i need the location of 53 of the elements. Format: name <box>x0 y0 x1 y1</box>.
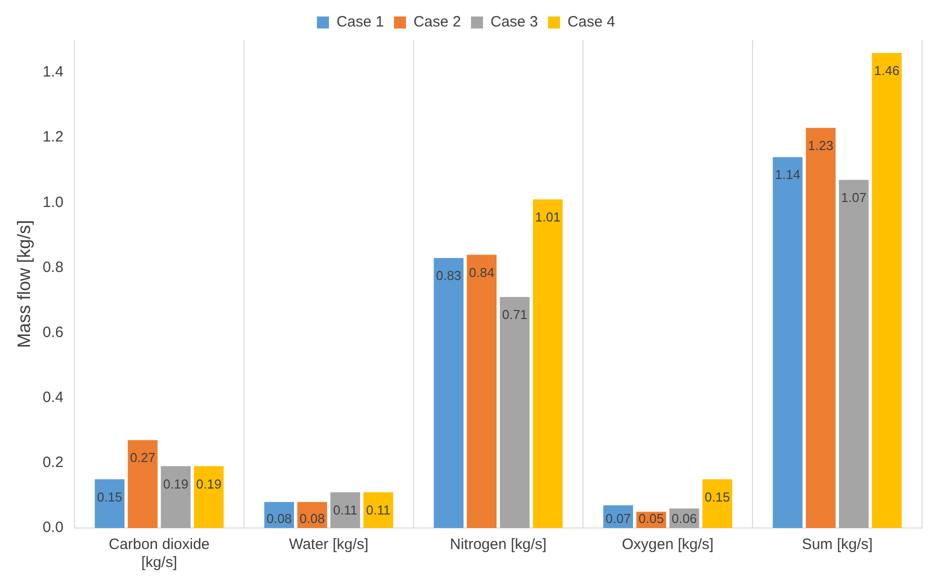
y-axis-title: Mass flow [kg/s] <box>14 220 34 348</box>
data-label: 0.05 <box>638 511 664 526</box>
bar <box>330 492 360 528</box>
y-tick-label: 0.8 <box>42 258 64 276</box>
y-tick-label: 0.4 <box>42 389 64 406</box>
data-label: 1.46 <box>874 63 900 78</box>
bar <box>872 53 902 528</box>
legend-label: Case 4 <box>568 14 616 31</box>
y-tick-label: 1.4 <box>42 64 64 81</box>
bar <box>434 258 464 528</box>
x-tick-label: Nitrogen [kg/s] <box>450 536 547 554</box>
y-tick-label: 0.6 <box>42 324 64 341</box>
y-tick-label: 1.2 <box>42 128 64 146</box>
x-tick-label: Oxygen [kg/s] <box>622 536 714 554</box>
x-tick-label: Water [kg/s] <box>288 536 368 554</box>
data-label: 0.11 <box>366 502 390 518</box>
bar <box>160 466 191 528</box>
data-label: 0.15 <box>96 489 122 504</box>
bar <box>702 479 732 528</box>
x-tick-label: Sum [kg/s] <box>802 536 873 554</box>
legend-label: Case 2 <box>413 14 462 31</box>
data-label: 0.11 <box>333 502 358 518</box>
bar <box>532 199 563 528</box>
data-label: 1.14 <box>775 167 800 182</box>
bar <box>194 466 224 528</box>
data-label: 0.08 <box>300 511 325 526</box>
data-label: 0.84 <box>469 264 494 280</box>
data-label: 0.83 <box>436 268 462 284</box>
bar <box>838 180 869 528</box>
legend-label: Case 1 <box>336 14 384 31</box>
bar <box>806 128 836 528</box>
bar <box>500 297 530 528</box>
y-tick-label: 1.0 <box>42 194 64 211</box>
data-label: 0.71 <box>502 307 528 322</box>
data-label: 1.23 <box>808 138 834 153</box>
x-tick-label: Carbon dioxide [kg/s] <box>108 536 210 572</box>
data-label: 0.19 <box>196 476 222 492</box>
data-label: 0.15 <box>704 489 730 504</box>
data-label: 1.07 <box>841 190 866 205</box>
data-label: 0.08 <box>266 511 292 526</box>
y-tick-label: 0.2 <box>42 454 64 472</box>
data-label: 1.01 <box>535 209 560 224</box>
legend-label: Case 3 <box>490 14 538 31</box>
bar <box>466 254 497 528</box>
data-label: 0.19 <box>163 476 188 492</box>
data-label: 0.06 <box>672 511 697 526</box>
y-tick-label: 0.0 <box>42 519 64 536</box>
bar <box>363 492 394 528</box>
bar <box>772 157 803 528</box>
data-label: 0.27 <box>130 450 156 466</box>
data-label: 0.07 <box>606 511 631 526</box>
bar <box>94 479 124 528</box>
bar <box>128 440 158 528</box>
